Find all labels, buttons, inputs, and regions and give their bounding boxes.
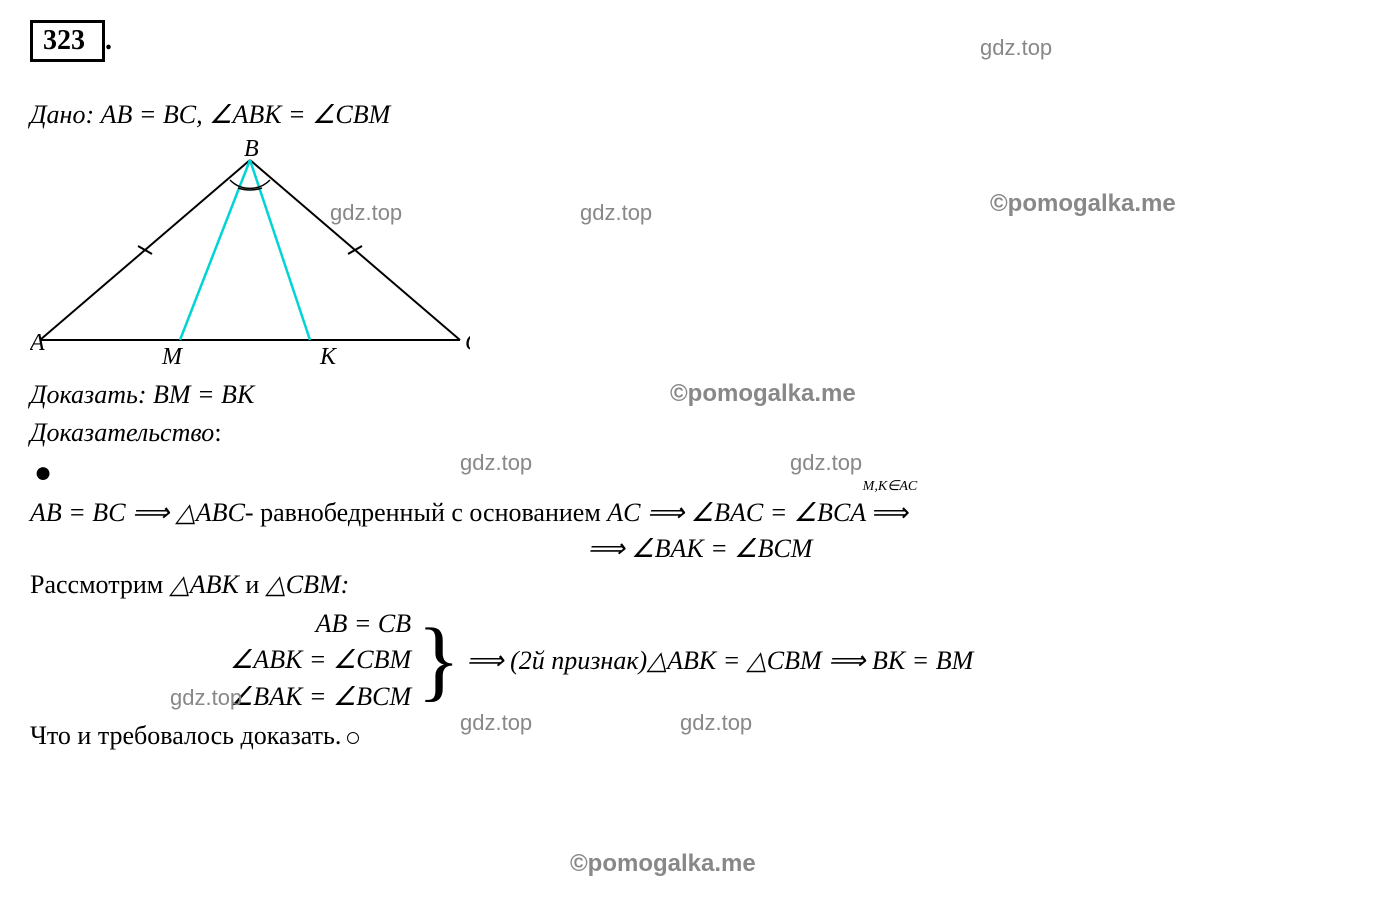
proof-step-1: AB = BC ⟹ △ABC- равнобедренный с основан… [30, 498, 1370, 528]
given-line: Дано: AB = BC, ∠ABK = ∠CBM [30, 100, 1370, 130]
watermark-gdz: gdz.top [680, 710, 752, 736]
svg-text:C: C [465, 330, 470, 356]
svg-text:B: B [244, 140, 259, 162]
triangle-figure: A B C M K [30, 140, 470, 370]
brace-conditions: AB = CB ∠ABK = ∠CBM ∠BAK = ∠BCM } ⟹ (2й … [230, 606, 1370, 715]
step3-a: Рассмотрим [30, 570, 170, 599]
step3-c: и [245, 570, 265, 599]
watermark-gdz: gdz.top [460, 450, 532, 476]
watermark-gdz: gdz.top [580, 200, 652, 226]
triangle-svg: A B C M K [30, 140, 470, 370]
bullet-point: ● [34, 456, 1370, 490]
svg-text:K: K [319, 344, 338, 370]
given-label: Дано [30, 100, 85, 129]
step1-arrow: ⟹ [873, 498, 910, 527]
step1-arrow-annotated: M,K∈AC ⟹ [873, 498, 913, 528]
proof-label: Доказательство [30, 418, 214, 447]
watermark-gdz: gdz.top [790, 450, 862, 476]
step2-text: ⟹ ∠BAK = ∠BCM [588, 534, 813, 563]
closing-brace: } [417, 620, 460, 701]
condition-2: ∠ABK = ∠CBM [230, 642, 411, 678]
watermark-gdz: gdz.top [460, 710, 532, 736]
svg-text:M: M [161, 344, 184, 370]
brace-conclusion: ⟹ (2й признак)△ABK = △CBM ⟹ BK = BM [466, 646, 973, 676]
watermark-pomogalka: ©pomogalka.me [670, 380, 856, 408]
watermark-gdz: gdz.top [980, 35, 1052, 61]
given-expr: : AB = BC, ∠ABK = ∠CBM [85, 100, 390, 129]
proof-label-line: Доказательство: [30, 418, 1370, 448]
problem-number: 323 [30, 20, 105, 62]
step3-d: △CBM: [266, 570, 350, 599]
condition-3: ∠BAK = ∠BCM [230, 679, 411, 715]
proof-colon: : [214, 418, 221, 447]
step1-sup: M,K∈AC [863, 478, 918, 495]
step1-a: AB = BC ⟹ △ABC [30, 498, 245, 527]
brace-left-col: AB = CB ∠ABK = ∠CBM ∠BAK = ∠BCM [230, 606, 411, 715]
proof-step-2: ⟹ ∠BAK = ∠BCM [30, 534, 1370, 564]
end-marker [347, 732, 359, 744]
watermark-pomogalka: ©pomogalka.me [990, 190, 1176, 218]
watermark-gdz: gdz.top [170, 685, 242, 711]
step1-c: AC ⟹ ∠BAC = ∠BCA [607, 498, 866, 527]
prove-label: Доказать [30, 380, 138, 409]
prove-expr: : BM = BK [138, 380, 254, 409]
watermark-pomogalka: ©pomogalka.me [570, 850, 756, 878]
step1-b: - равнобедренный с основанием [245, 498, 607, 527]
step3-b: △ABK [170, 570, 246, 599]
qed-text: Что и требовалось доказать. [30, 721, 341, 750]
watermark-gdz: gdz.top [330, 200, 402, 226]
svg-text:A: A [30, 330, 45, 356]
proof-step-3: Рассмотрим △ABK и △CBM: [30, 570, 1370, 600]
condition-1: AB = CB [316, 606, 412, 642]
